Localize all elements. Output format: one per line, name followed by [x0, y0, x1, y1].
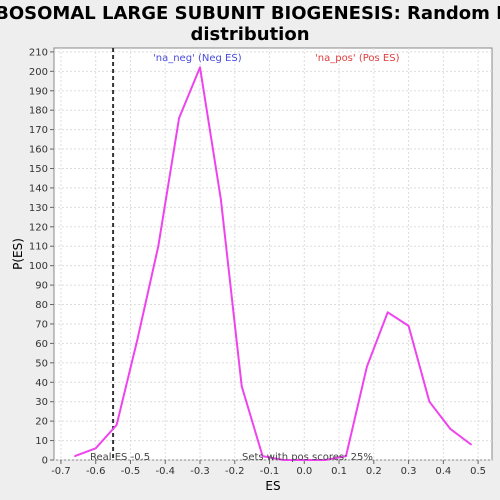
y-tick-label: 70 [35, 319, 48, 330]
x-tick-label: -0.3 [190, 466, 210, 477]
data-point [449, 428, 452, 430]
data-point [324, 459, 326, 461]
y-tick-label: 130 [29, 203, 48, 214]
y-axis-title: P(ES) [11, 238, 25, 270]
y-tick-label: 0 [42, 456, 48, 467]
real-es-label: Real ES -0.5 [90, 452, 150, 463]
y-tick-label: 110 [29, 242, 48, 253]
data-point [240, 385, 243, 387]
y-tick-label: 10 [35, 436, 48, 447]
y-tick-label: 150 [29, 164, 48, 175]
x-axis: -0.7 -0.6 -0.5 -0.4 -0.3 -0.2 -0.1 0.0 0.1 0.2 0.3… [51, 460, 486, 477]
es-distribution-line [74, 66, 472, 461]
plot-area [53, 47, 493, 461]
y-tick-label: 40 [35, 378, 48, 389]
x-tick-label: 0.3 [401, 466, 417, 477]
x-tick-label: 0.5 [470, 466, 486, 477]
legend-neg-es: 'na_neg' (Neg ES) [153, 53, 242, 64]
y-axis: 0 10 20 30 40 50 60 70 80 90 100 110 120 130 140 150 160… [29, 47, 54, 467]
data-point [178, 117, 180, 119]
data-point [345, 455, 347, 457]
x-tick-label: 0.4 [435, 466, 451, 477]
data-point [199, 66, 201, 69]
data-point [470, 443, 472, 446]
y-tick-label: 200 [29, 67, 48, 78]
x-tick-label: 0.1 [331, 466, 347, 477]
y-tick-label: 210 [29, 47, 48, 58]
data-point [115, 424, 118, 426]
data-point [74, 455, 76, 457]
data-point [303, 459, 306, 461]
data-layer [74, 48, 472, 461]
y-tick-label: 140 [29, 183, 48, 194]
chart-title-line-1: RIBOSOMAL LARGE SUBUNIT BIOGENESIS: Rand… [0, 3, 500, 24]
x-tick-label: -0.6 [86, 466, 106, 477]
x-tick-label: -0.5 [121, 466, 141, 477]
x-axis-title: ES [265, 479, 280, 493]
grid-lines [54, 48, 492, 461]
y-tick-label: 160 [29, 145, 48, 156]
data-point [136, 338, 139, 341]
legend-pos-es: 'na_pos' (Pos ES) [315, 53, 400, 64]
y-tick-label: 180 [29, 106, 48, 117]
data-point [407, 325, 410, 327]
pos-scores-label: Sets with pos scores: 25% [242, 452, 373, 463]
x-tick-label: -0.4 [155, 466, 175, 477]
data-point [94, 447, 97, 450]
x-tick-label: -0.1 [260, 466, 280, 477]
data-point [428, 400, 431, 403]
data-point [261, 455, 264, 457]
x-tick-label: 0.2 [366, 466, 382, 477]
data-point [157, 245, 160, 248]
data-point [282, 459, 285, 461]
y-tick-label: 30 [35, 397, 48, 408]
y-tick-label: 100 [29, 261, 48, 272]
chart-title-line-2: distribution [190, 24, 309, 45]
data-point [220, 198, 222, 201]
x-tick-label: 0.0 [296, 466, 312, 477]
y-tick-label: 90 [35, 281, 48, 292]
y-tick-label: 80 [35, 300, 48, 311]
x-tick-label: -0.7 [51, 466, 71, 477]
y-tick-label: 20 [35, 417, 48, 428]
y-tick-label: 170 [29, 125, 48, 136]
data-point [386, 311, 389, 314]
y-tick-label: 120 [29, 222, 48, 233]
x-tick-label: -0.2 [225, 466, 245, 477]
data-point [366, 365, 368, 368]
y-tick-label: 190 [29, 86, 48, 97]
y-tick-label: 60 [35, 339, 48, 350]
y-tick-label: 50 [35, 358, 48, 369]
